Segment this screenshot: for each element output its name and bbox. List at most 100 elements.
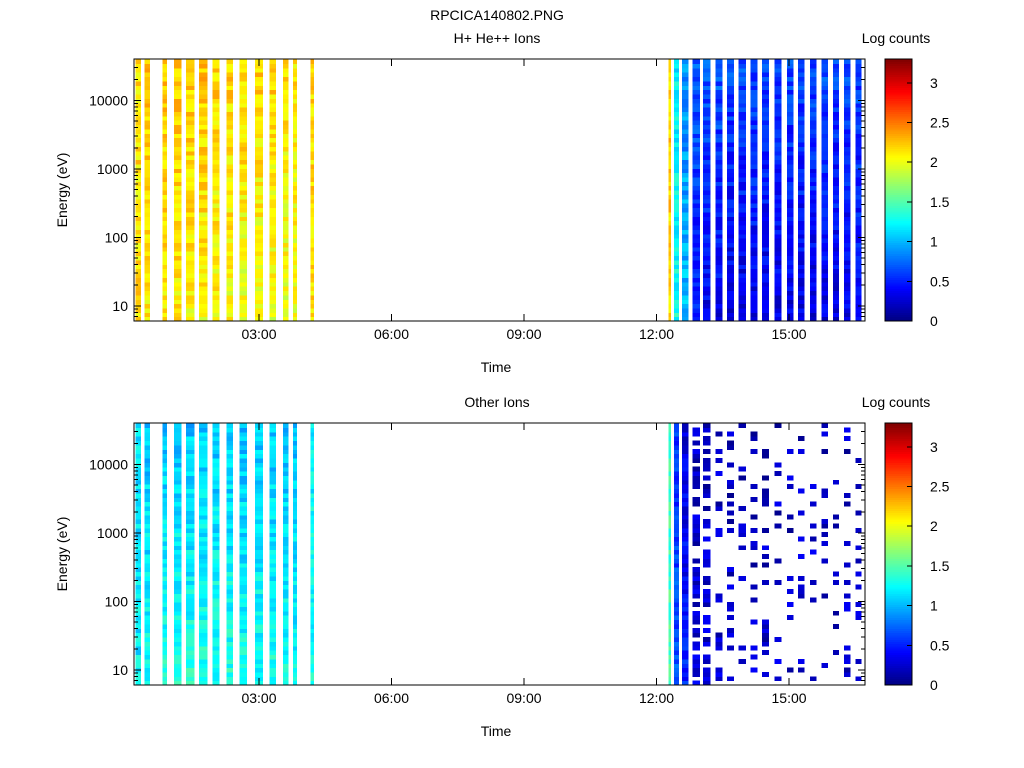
spectrogram-cell [750,436,758,442]
spectrogram-cell [269,190,277,195]
spectrogram-cell [144,159,150,165]
spectrogram-cell [855,120,862,126]
spectrogram-cell [797,575,805,581]
spectrogram-cell [786,181,794,187]
spectrogram-cell [810,80,817,86]
spectrogram-cell [174,172,182,178]
spectrogram-cell [738,277,746,283]
spectrogram-cell [774,176,782,182]
spectrogram-cell [135,440,142,446]
spectrogram-cell [673,203,680,209]
spectrogram-cell [762,220,770,226]
spectrogram-cell [682,259,689,265]
spectrogram-cell [162,80,168,86]
spectrogram-cell [726,181,734,187]
spectrogram-cell [774,462,782,468]
spectrogram-cell [673,72,680,78]
spectrogram-cell [186,159,195,165]
spectrogram-cell [282,676,289,682]
spectrogram-cell [810,259,817,265]
spectrogram-cell [810,224,817,230]
spectrogram-cell [135,545,142,551]
spectrogram-cell [310,650,315,656]
spectrogram-cell [310,436,315,442]
spectrogram-cell [762,554,770,559]
spectrogram-cell [162,449,168,455]
spectrogram-cell [255,466,263,472]
spectrogram-cell [855,150,862,156]
colorbar-segment [885,126,912,130]
spectrogram-cell [293,294,297,300]
spectrogram-cell [786,176,794,182]
spectrogram-cell [135,268,142,274]
spectrogram-cell [162,505,168,511]
spectrogram-cell [293,440,297,446]
spectrogram-cell [239,111,248,117]
spectrogram-cell [212,185,220,191]
spectrogram-cell [692,242,700,248]
spectrogram-cell [144,63,150,69]
spectrogram-cell [786,107,794,112]
spectrogram-cell [726,251,734,257]
spectrogram-cell [673,190,680,195]
spectrogram-cell [212,676,220,682]
spectrogram-cell [726,527,734,533]
spectrogram-cell [673,658,680,664]
spectrogram-cell [855,67,862,73]
spectrogram-cell [821,80,828,86]
spectrogram-cell [673,632,680,638]
spectrogram-cell [174,312,182,318]
spectrogram-cell [692,628,700,634]
spectrogram-cell [682,163,689,169]
spectrogram-cell [786,224,794,230]
spectrogram-cell [226,615,233,621]
spectrogram-cell [174,251,182,257]
spectrogram-cell [269,427,277,433]
spectrogram-cell [738,172,746,178]
spectrogram-cell [715,636,723,642]
spectrogram-cell [186,671,195,677]
spectrogram-cell [750,619,758,625]
spectrogram-cell [198,615,208,621]
spectrogram-cell [855,72,862,78]
spectrogram-cell [855,102,862,108]
spectrogram-cell [186,181,195,187]
spectrogram-cell [174,80,182,86]
spectrogram-cell [174,466,182,472]
colorbar-segment [885,571,912,575]
spectrogram-cell [212,111,220,117]
spectrogram-cell [673,610,680,616]
spectrogram-cell [293,654,297,660]
spectrogram-cell [797,185,805,191]
spectrogram-cell [144,59,150,64]
spectrogram-cell [762,67,770,73]
spectrogram-cell [726,628,734,634]
spectrogram-cell [692,312,700,318]
spectrogram-cell [212,571,220,577]
spectrogram-cell [702,159,711,165]
spectrogram-cell [673,259,680,265]
spectrogram-cell [226,536,233,542]
spectrogram-cell [774,251,782,257]
colorbar-segment [885,259,912,263]
spectrogram-cell [682,619,689,625]
spectrogram-cell [310,554,315,559]
spectrogram-cell [310,636,315,642]
spectrogram-cell [774,172,782,178]
spectrogram-cell [226,203,233,209]
spectrogram-cell [226,115,233,121]
spectrogram-cell [810,128,817,134]
spectrogram-cell [212,593,220,599]
spectrogram-cell [226,423,233,428]
spectrogram-cell [226,663,233,669]
colorbar-segment [885,72,912,75]
spectrogram-cell [774,190,782,195]
spectrogram-cell [282,588,289,594]
spectrogram-cell [269,111,277,117]
spectrogram-cell [821,137,828,143]
spectrogram-cell [738,128,746,134]
spectrogram-cell [810,277,817,283]
spectrogram-cell [135,246,142,252]
spectrogram-cell [255,431,263,437]
spectrogram-cell [269,159,277,165]
